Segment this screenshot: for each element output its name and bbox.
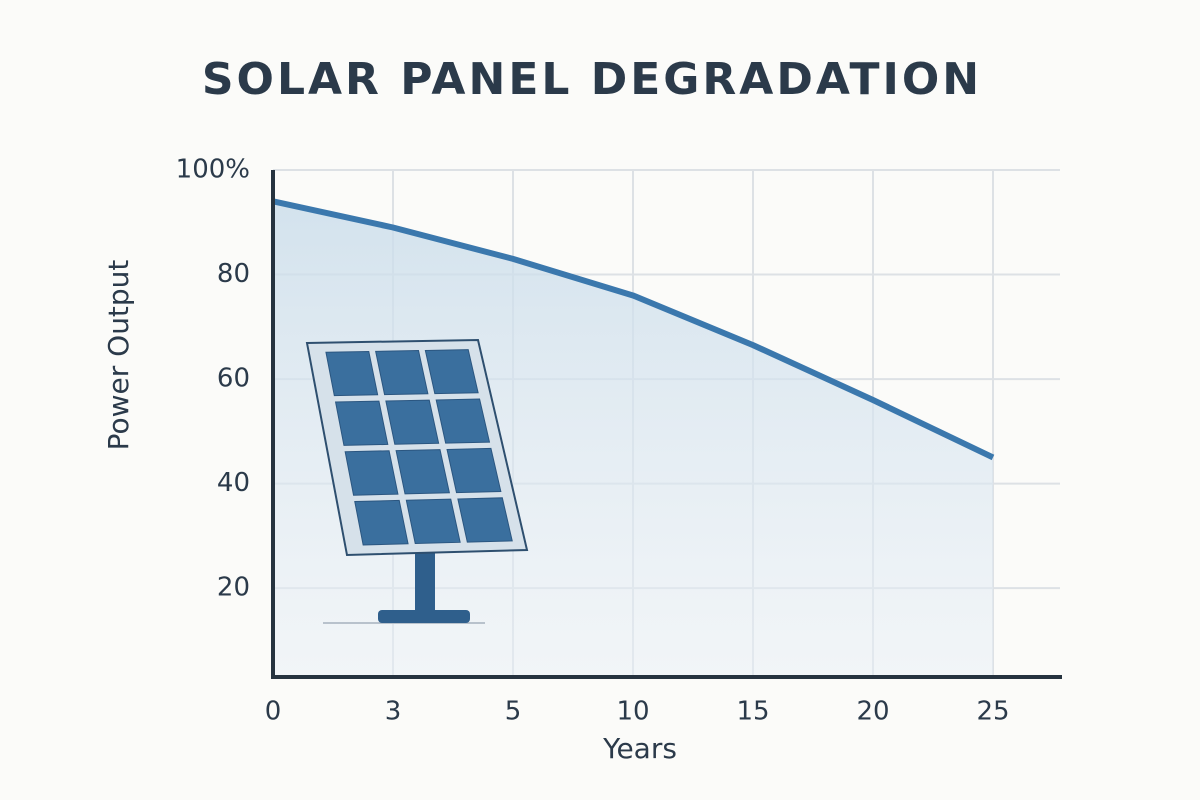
panel-cell bbox=[446, 447, 502, 494]
x-tick-label: 20 bbox=[856, 697, 889, 727]
stand-pole bbox=[415, 548, 435, 612]
panel-cell bbox=[354, 499, 409, 546]
x-axis-label: Years bbox=[602, 732, 677, 765]
chart-title: SOLAR PANEL DEGRADATION bbox=[202, 54, 982, 105]
y-axis-label: Power Output bbox=[102, 260, 135, 451]
panel-cell bbox=[405, 498, 461, 545]
area bbox=[273, 201, 993, 677]
x-tick-label: 10 bbox=[616, 697, 649, 727]
x-tick-label: 0 bbox=[265, 697, 282, 727]
panel-cell bbox=[395, 449, 451, 495]
panel-cell bbox=[424, 349, 479, 395]
x-tick-label: 5 bbox=[505, 697, 522, 727]
panel-cell bbox=[334, 400, 389, 446]
panel-cell bbox=[385, 399, 440, 445]
x-tick-label: 15 bbox=[736, 697, 769, 727]
y-tick-label: 40 bbox=[217, 468, 250, 498]
stand-base bbox=[378, 610, 470, 623]
y-tick-label: 20 bbox=[217, 573, 250, 603]
panel-cell bbox=[457, 497, 513, 543]
y-tick-label: 80 bbox=[217, 259, 250, 289]
panel-cell bbox=[375, 350, 429, 396]
panel-cell bbox=[344, 450, 399, 496]
x-tick-label: 25 bbox=[976, 697, 1009, 727]
panel-cell bbox=[325, 350, 379, 397]
line bbox=[272, 198, 995, 461]
y-tick-label: 60 bbox=[217, 364, 250, 394]
y-tick-label: 100% bbox=[176, 155, 250, 185]
panel-cell bbox=[435, 398, 491, 444]
plot bbox=[272, 198, 995, 677]
solar-panel-illustration bbox=[305, 338, 529, 624]
x-tick-label: 3 bbox=[385, 697, 402, 727]
